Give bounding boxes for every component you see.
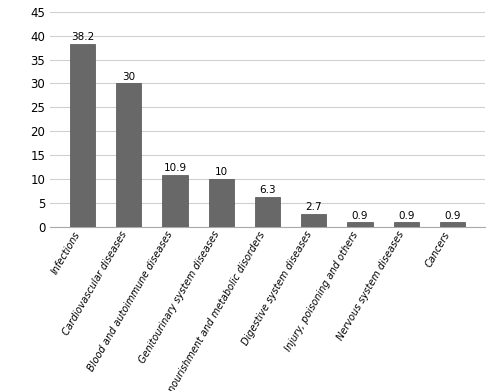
- Bar: [301, 214, 326, 227]
- Bar: [70, 44, 95, 227]
- Bar: [440, 222, 465, 227]
- Bar: [394, 222, 419, 227]
- Text: 6.3: 6.3: [259, 185, 276, 195]
- Text: 0.9: 0.9: [398, 211, 414, 221]
- Text: 38.2: 38.2: [71, 32, 94, 42]
- Bar: [348, 222, 372, 227]
- Text: 10: 10: [214, 167, 228, 177]
- Bar: [208, 179, 234, 227]
- Text: 0.9: 0.9: [444, 211, 461, 221]
- Text: 10.9: 10.9: [164, 163, 186, 173]
- Text: 0.9: 0.9: [352, 211, 368, 221]
- Text: 2.7: 2.7: [306, 202, 322, 212]
- Text: 30: 30: [122, 72, 136, 81]
- Bar: [116, 83, 141, 227]
- Bar: [255, 197, 280, 227]
- Bar: [162, 175, 188, 227]
